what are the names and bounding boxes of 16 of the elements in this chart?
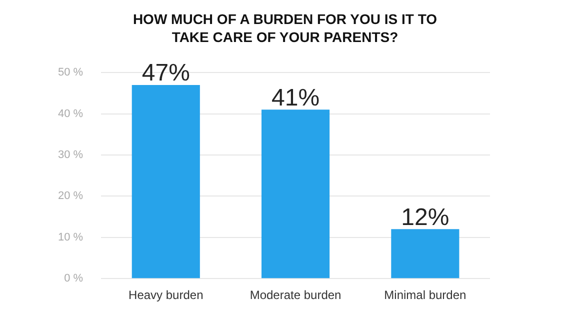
x-tick-label: Minimal burden bbox=[384, 288, 466, 302]
y-tick-label: 30 % bbox=[58, 149, 84, 162]
data-label: 12% bbox=[401, 204, 450, 231]
y-tick-label: 10 % bbox=[58, 231, 84, 244]
data-label: 47% bbox=[142, 60, 190, 87]
chart-title: HOW MUCH OF A BURDEN FOR YOU IS IT TO TAKE CARE OF YOUR PARENTS? bbox=[132, 10, 438, 46]
x-tick-label: Moderate burden bbox=[250, 288, 342, 302]
bar bbox=[262, 110, 330, 278]
y-tick-label: 40 % bbox=[58, 108, 84, 120]
bar bbox=[132, 84, 200, 278]
x-tick-label: Heavy burden bbox=[128, 288, 204, 302]
bar bbox=[391, 229, 460, 278]
y-tick-label: 0 % bbox=[64, 272, 84, 285]
y-tick-label: 20 % bbox=[58, 190, 84, 202]
y-tick-label: 50 % bbox=[58, 66, 84, 79]
data-label: 41% bbox=[272, 84, 320, 112]
